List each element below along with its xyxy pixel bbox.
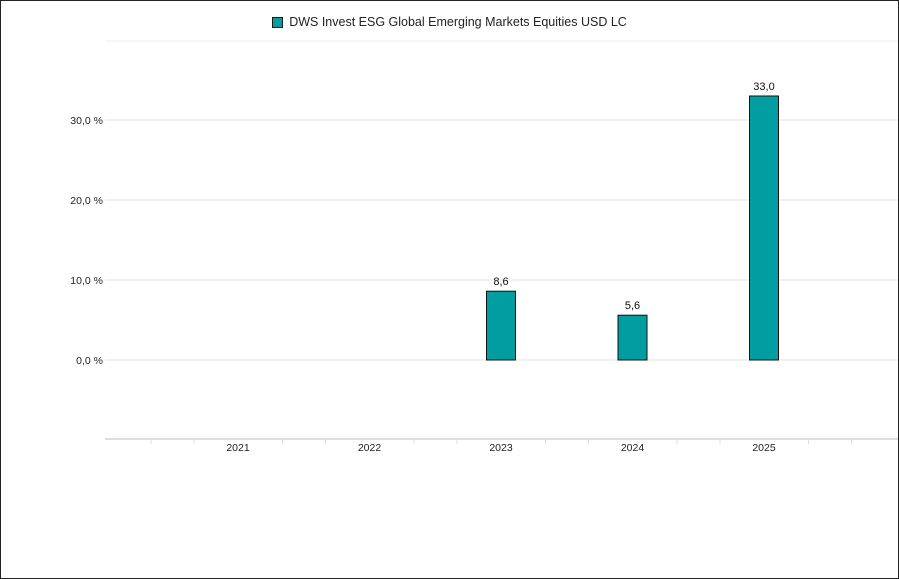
x-tick-label: 2023 xyxy=(489,442,513,454)
bar-2023 xyxy=(486,290,516,361)
y-tick-label: 30,0 % xyxy=(70,115,103,127)
y-tick-label: 10,0 % xyxy=(70,275,103,287)
legend: DWS Invest ESG Global Emerging Markets E… xyxy=(1,15,898,29)
x-tick-label: 2021 xyxy=(226,442,250,454)
legend-swatch xyxy=(272,16,284,28)
data-label-2024: 5,6 xyxy=(625,300,640,312)
x-tick-label: 2024 xyxy=(621,442,645,454)
x-tick-label: 2025 xyxy=(752,442,776,454)
y-tick-label: 0,0 % xyxy=(76,355,103,367)
y-tick-label: 20,0 % xyxy=(70,195,103,207)
bar-2024 xyxy=(617,314,648,361)
legend-label: DWS Invest ESG Global Emerging Markets E… xyxy=(289,15,627,29)
data-label-2023: 8,6 xyxy=(493,276,508,288)
bar-2025 xyxy=(749,95,779,361)
data-label-2025: 33,0 xyxy=(753,81,774,93)
x-tick-label: 2022 xyxy=(358,442,382,454)
